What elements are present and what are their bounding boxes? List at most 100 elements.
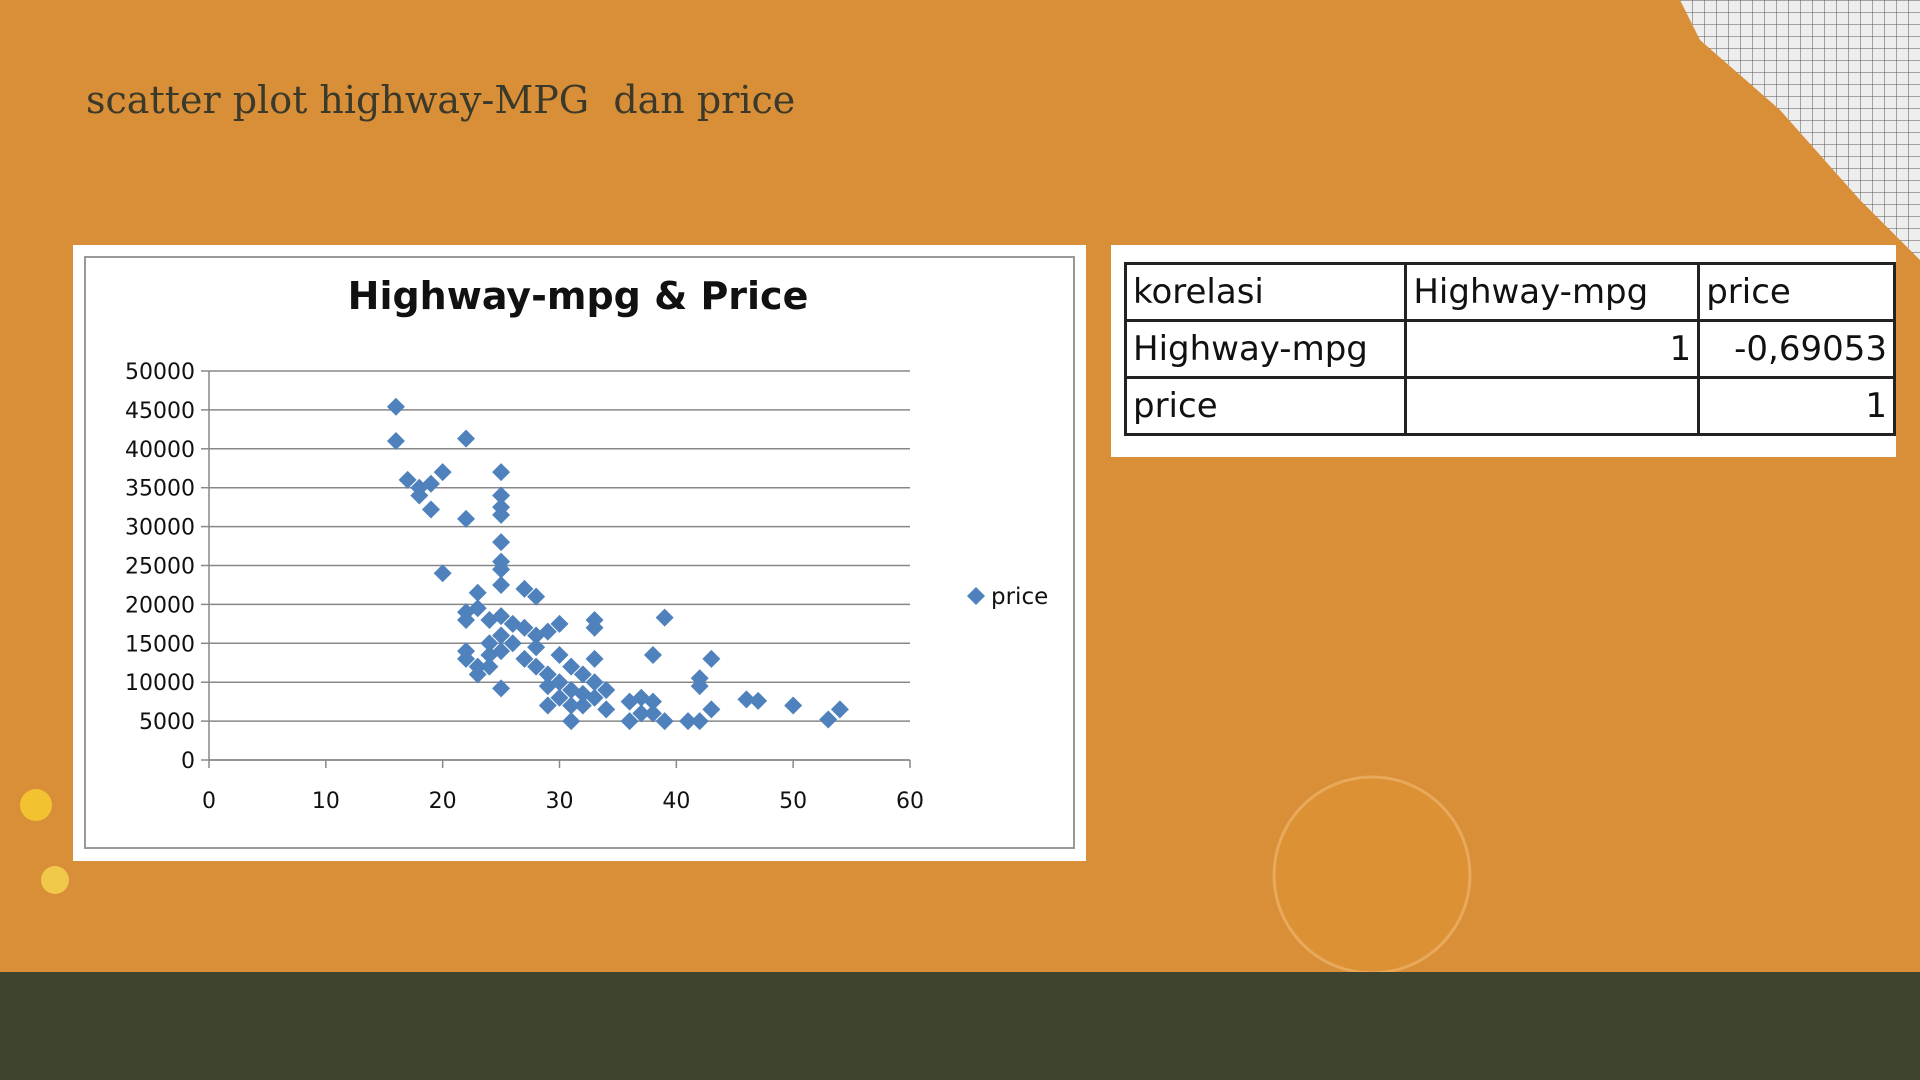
table-cell: -0,69053 xyxy=(1697,319,1896,379)
slide-title: scatter plot highway-MPG dan price xyxy=(86,78,796,122)
table-cell: 1 xyxy=(1404,319,1701,379)
table-cell: price xyxy=(1697,262,1896,322)
point xyxy=(386,432,405,451)
table-cell xyxy=(1404,376,1701,436)
y-tick-label: 25000 xyxy=(125,555,195,580)
point xyxy=(550,673,569,692)
point xyxy=(597,680,616,699)
point xyxy=(643,692,662,711)
table-cell: Highway-mpg xyxy=(1123,319,1408,379)
point xyxy=(655,608,674,627)
y-tick-label: 50000 xyxy=(125,360,195,385)
point xyxy=(562,657,581,676)
point xyxy=(492,486,511,505)
point xyxy=(690,677,709,696)
point xyxy=(492,679,511,698)
point xyxy=(562,712,581,731)
y-tick-label: 30000 xyxy=(125,516,195,541)
point xyxy=(585,673,604,692)
point xyxy=(550,645,569,664)
point xyxy=(480,645,499,664)
y-tick-label: 15000 xyxy=(125,632,195,657)
point xyxy=(492,560,511,579)
correlation-table: korelasi Highway-mpg price Highway-mpg 1 -0,6… xyxy=(1111,245,1896,457)
point xyxy=(468,599,487,618)
point xyxy=(457,649,476,668)
y-tick-label: 45000 xyxy=(125,399,195,424)
y-tick-label: 20000 xyxy=(125,593,195,618)
point xyxy=(515,579,534,598)
point xyxy=(679,712,698,731)
point xyxy=(433,463,452,482)
point xyxy=(597,700,616,719)
point xyxy=(527,657,546,676)
point xyxy=(433,564,452,583)
point xyxy=(550,614,569,633)
point xyxy=(573,665,592,684)
point xyxy=(655,712,674,731)
point xyxy=(690,712,709,731)
point xyxy=(468,665,487,684)
point xyxy=(784,696,803,715)
x-tick-label: 20 xyxy=(429,789,457,814)
point xyxy=(643,704,662,723)
point xyxy=(527,587,546,606)
point xyxy=(480,634,499,653)
point xyxy=(492,463,511,482)
point xyxy=(492,575,511,594)
x-tick-label: 30 xyxy=(546,789,574,814)
point xyxy=(457,509,476,528)
point xyxy=(386,397,405,416)
point xyxy=(620,712,639,731)
point xyxy=(737,690,756,709)
point xyxy=(585,618,604,637)
point xyxy=(492,607,511,626)
x-tick-label: 60 xyxy=(896,789,924,814)
point xyxy=(503,634,522,653)
y-tick-label: 0 xyxy=(181,749,195,774)
point xyxy=(585,649,604,668)
point xyxy=(515,618,534,637)
x-tick-label: 40 xyxy=(662,789,690,814)
chart-title: Highway-mpg & Price xyxy=(348,274,809,318)
point xyxy=(410,486,429,505)
point xyxy=(643,645,662,664)
y-tick-label: 35000 xyxy=(125,477,195,502)
point xyxy=(492,626,511,645)
point xyxy=(538,665,557,684)
table-row: korelasi Highway-mpg price xyxy=(1123,262,1896,322)
point xyxy=(398,470,417,489)
table-cell: 1 xyxy=(1697,376,1896,436)
table-cell: Highway-mpg xyxy=(1404,262,1701,322)
table-cell: price xyxy=(1123,376,1408,436)
point xyxy=(632,704,651,723)
point xyxy=(492,533,511,552)
point xyxy=(457,610,476,629)
point xyxy=(702,649,721,668)
point xyxy=(480,657,499,676)
point xyxy=(480,610,499,629)
point xyxy=(819,710,838,729)
point xyxy=(527,638,546,657)
point xyxy=(702,700,721,719)
y-tick-label: 5000 xyxy=(139,710,195,735)
point xyxy=(550,688,569,707)
x-tick-label: 0 xyxy=(202,789,216,814)
x-tick-label: 50 xyxy=(779,789,807,814)
point xyxy=(562,696,581,715)
table: korelasi Highway-mpg price Highway-mpg 1 -0,6… xyxy=(1123,262,1896,436)
point xyxy=(421,474,440,493)
point xyxy=(538,696,557,715)
table-cell: korelasi xyxy=(1123,262,1408,322)
legend-marker xyxy=(967,587,985,605)
point xyxy=(573,696,592,715)
y-tick-label: 10000 xyxy=(125,671,195,696)
x-tick-label: 10 xyxy=(312,789,340,814)
point xyxy=(421,500,440,519)
y-tick-label: 40000 xyxy=(125,438,195,463)
chart: Highway-mpg & Price 0 5000 10000 15000 20000… xyxy=(73,245,1086,861)
point xyxy=(585,688,604,707)
point xyxy=(538,622,557,641)
point xyxy=(457,429,476,448)
